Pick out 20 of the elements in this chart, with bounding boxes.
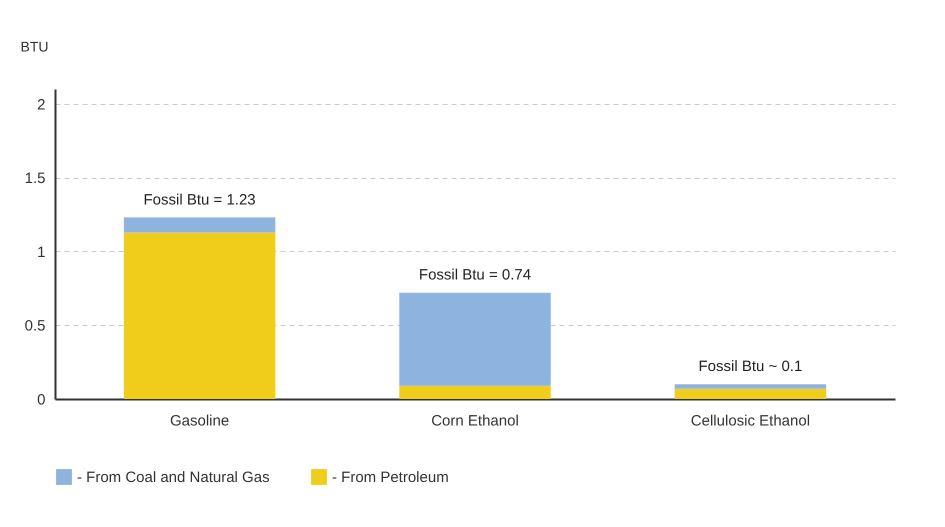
annotation: Fossil Btu ~ 0.1	[698, 358, 802, 376]
y-tick-label: 0.5	[24, 318, 46, 335]
bar	[399, 386, 551, 399]
x-tick-label: Cellulosic Ethanol	[690, 412, 810, 430]
bar	[674, 388, 826, 399]
x-tick-label: Gasoline	[170, 412, 230, 430]
legend-label: - From Petroleum	[332, 469, 449, 486]
bar	[399, 292, 551, 386]
y-axis-title: BTU	[20, 38, 48, 54]
x-tick-label: Corn Ethanol	[431, 412, 519, 430]
y-tick-label: 0	[37, 392, 46, 408]
annotation: Fossil Btu = 1.23	[144, 191, 256, 208]
y-tick-label: 1	[37, 244, 46, 261]
y-tick-label: 1.5	[24, 170, 46, 188]
legend-label: - From Coal and Natural Gas	[77, 469, 270, 486]
y-tick-label: 2	[37, 96, 46, 114]
bar	[124, 232, 276, 399]
annotation: Fossil Btu = 0.74	[418, 266, 532, 284]
bar	[124, 217, 276, 232]
bar	[674, 384, 826, 389]
